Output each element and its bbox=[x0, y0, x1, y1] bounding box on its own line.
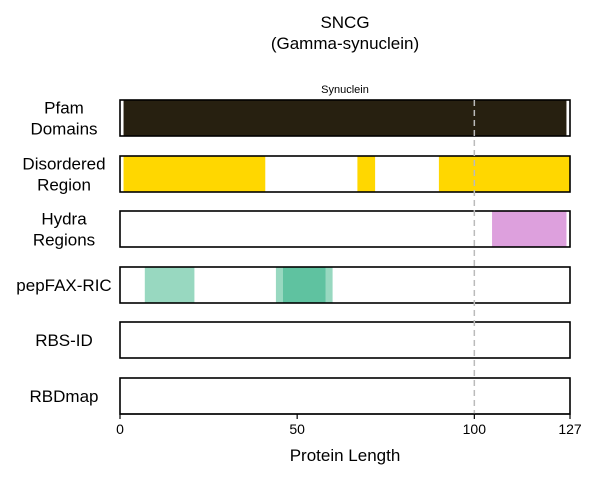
x-tick-label: 100 bbox=[463, 421, 487, 437]
track-label: pepFAX-RIC bbox=[16, 276, 111, 295]
track-row: pepFAX-RIC bbox=[16, 266, 571, 304]
track-frame bbox=[119, 210, 571, 248]
track-segment bbox=[438, 156, 570, 192]
track-frame bbox=[119, 155, 571, 193]
track-row: Synuclein Pfam Domains bbox=[30, 84, 571, 139]
track-row: Disordered Region bbox=[22, 155, 571, 195]
track-frame bbox=[119, 377, 571, 415]
track-row: RBS-ID bbox=[35, 321, 571, 359]
track-label: Domains bbox=[30, 120, 97, 139]
track-label: Regions bbox=[33, 231, 95, 250]
track-frame bbox=[119, 266, 571, 304]
x-tick-label: 127 bbox=[558, 421, 582, 437]
domain-name-label: Synuclein bbox=[321, 84, 369, 96]
track-row: Hydra Regions bbox=[33, 210, 571, 250]
track-segment bbox=[492, 211, 567, 247]
track-label: Pfam bbox=[44, 99, 84, 118]
track-label: Region bbox=[37, 176, 91, 195]
x-tick-label: 0 bbox=[116, 421, 124, 437]
track-label: RBDmap bbox=[30, 387, 99, 406]
chart-title: SNCG (Gamma-synuclein) bbox=[271, 13, 419, 53]
chart-title-line: SNCG bbox=[320, 13, 369, 32]
track-segment bbox=[123, 156, 266, 192]
track-label: RBS-ID bbox=[35, 331, 93, 350]
track-frame bbox=[119, 99, 571, 137]
track-rows: Synuclein Pfam Domains Disordered Region Hydr… bbox=[16, 84, 571, 415]
x-axis: 0 50 100 127 Protein Length bbox=[116, 413, 582, 465]
track-segment bbox=[282, 267, 326, 303]
x-tick-label: 50 bbox=[289, 421, 305, 437]
track-row: RBDmap bbox=[30, 377, 571, 415]
chart-title-line: (Gamma-synuclein) bbox=[271, 34, 419, 53]
track-label: Hydra bbox=[41, 210, 87, 229]
track-frame bbox=[119, 321, 571, 359]
track-segment bbox=[144, 267, 195, 303]
x-axis-label: Protein Length bbox=[290, 446, 401, 465]
track-segment bbox=[123, 100, 567, 136]
track-segment bbox=[357, 156, 376, 192]
track-label: Disordered bbox=[22, 155, 105, 174]
